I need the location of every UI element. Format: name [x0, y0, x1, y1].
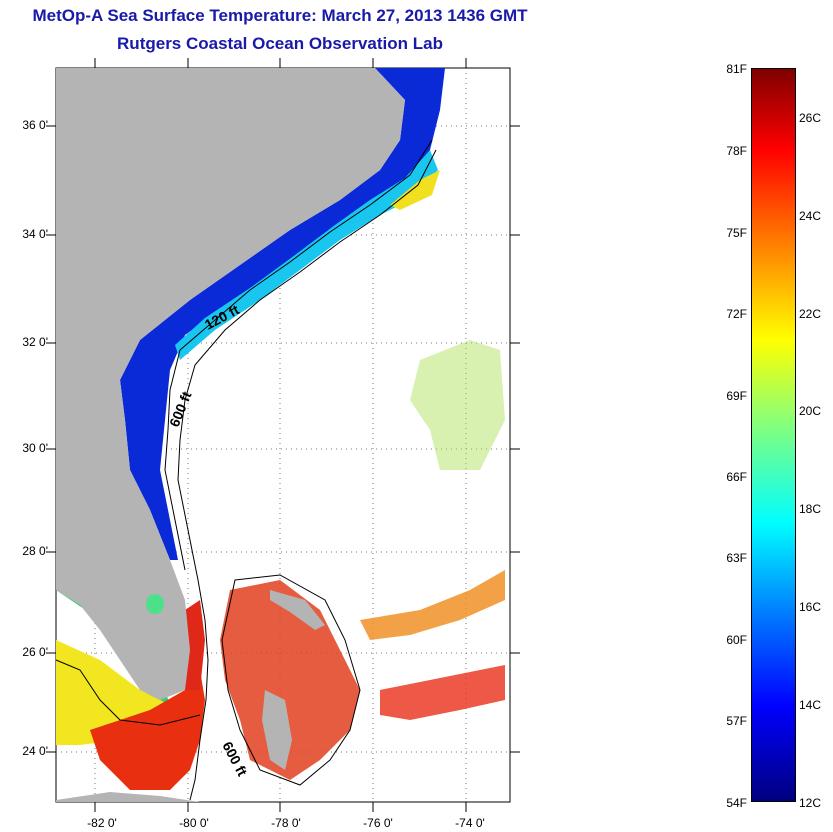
open-ocean-orange-patches — [360, 570, 505, 640]
colorbar-c-20: 20C — [799, 404, 822, 418]
open-ocean-red-patches — [380, 665, 505, 720]
lat-label-26: 26 0' — [22, 645, 48, 659]
colorbar-f-66: 66F — [726, 470, 747, 484]
colorbar-f-81: 81F — [726, 62, 747, 76]
florida-keys-water — [90, 670, 205, 790]
bahamas-red-water — [220, 580, 360, 780]
colorbar-f-54: 54F — [726, 796, 747, 810]
land-cuba — [56, 792, 200, 802]
colorbar-f-60: 60F — [726, 633, 747, 647]
lon-label-80: -80 0' — [179, 816, 209, 830]
lake-okeechobee — [146, 594, 164, 614]
lat-label-32: 32 0' — [22, 335, 48, 349]
colorbar-c-12: 12C — [799, 796, 822, 810]
lon-label-82: -82 0' — [87, 816, 117, 830]
cold-shelf-water — [120, 68, 445, 560]
lon-label-76: -76 0' — [363, 816, 393, 830]
lat-label-28: 28 0' — [22, 544, 48, 558]
gulf-contour — [55, 659, 201, 726]
colorbar-f-78: 78F — [726, 144, 747, 158]
bahamas-contour — [221, 574, 361, 786]
axis-ticks — [46, 58, 520, 812]
lat-label-30: 30 0' — [22, 441, 48, 455]
colorbar-f-72: 72F — [726, 307, 747, 321]
colorbar-f-63: 63F — [726, 551, 747, 565]
colorbar-c-16: 16C — [799, 600, 822, 614]
land-bahamas-north — [270, 590, 325, 630]
map-title: MetOp-A Sea Surface Temperature: March 2… — [32, 6, 528, 25]
colorbar-c-14: 14C — [799, 698, 822, 712]
colorbar-f-75: 75F — [726, 226, 747, 240]
colorbar-f-69: 69F — [726, 389, 747, 403]
florida-east-red-water — [185, 600, 205, 690]
temperature-colorbar — [751, 68, 796, 802]
isobath-120ft — [164, 139, 433, 571]
lat-label-34: 34 0' — [22, 227, 48, 241]
colorbar-c-26: 26C — [799, 111, 822, 125]
isobath-600ft — [177, 149, 437, 801]
map-subtitle: Rutgers Coastal Ocean Observation Lab — [117, 34, 443, 53]
lon-label-78: -78 0' — [271, 816, 301, 830]
lon-label-74: -74 0' — [455, 816, 485, 830]
colorbar-c-24: 24C — [799, 209, 822, 223]
lat-label-24: 24 0' — [22, 744, 48, 758]
colorbar-c-18: 18C — [799, 502, 822, 516]
offshore-green-patches — [410, 340, 505, 470]
cool-shelf-water — [175, 150, 438, 360]
land-mainland — [56, 68, 405, 700]
colorbar-f-57: 57F — [726, 714, 747, 728]
colorbar-c-22: 22C — [799, 307, 822, 321]
lat-label-36: 36 0' — [22, 118, 48, 132]
warm-front-water — [390, 170, 440, 210]
land-bahamas-andros — [262, 690, 292, 770]
